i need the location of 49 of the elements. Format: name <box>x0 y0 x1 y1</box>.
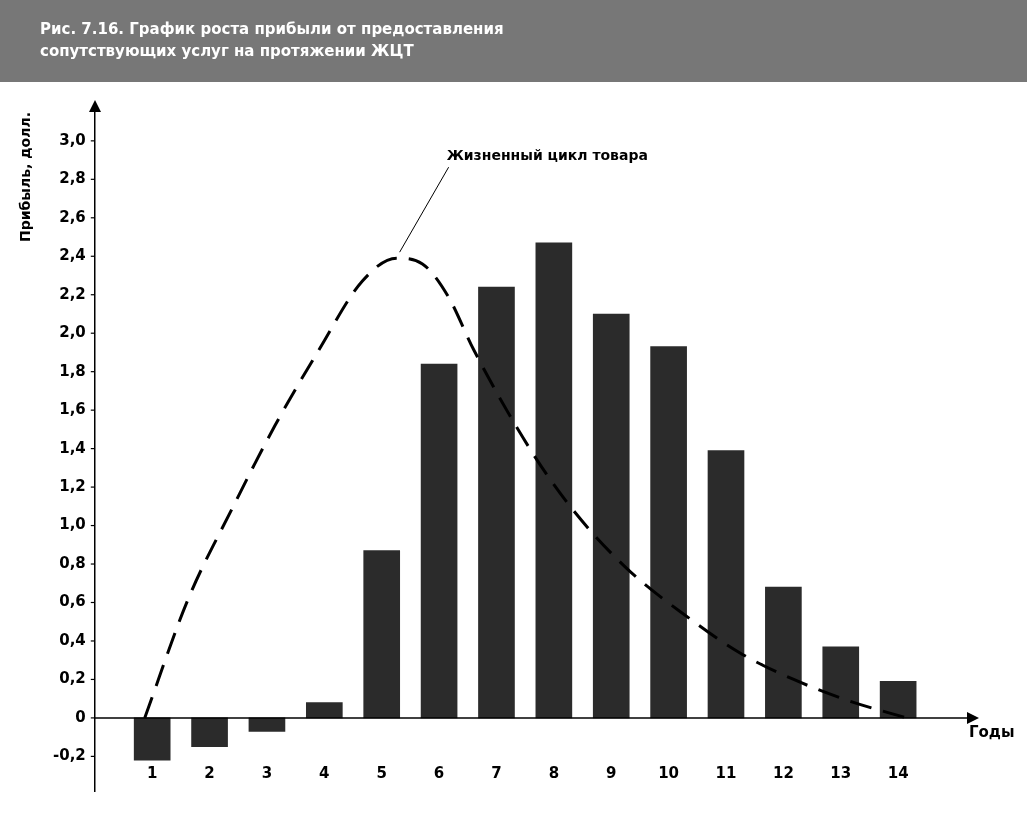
chart-title: Рис. 7.16. График роста прибыли от предоставления сопутствующих услуг на протяжении ЖЦТ <box>40 19 505 62</box>
x-tick-label: 8 <box>548 763 560 782</box>
y-tick-label: 1,6 <box>59 400 86 419</box>
bar <box>765 586 802 719</box>
x-tick-label: 12 <box>772 763 794 782</box>
bar <box>306 702 343 719</box>
x-tick-label: 10 <box>658 763 680 782</box>
bar <box>592 313 630 719</box>
x-axis-title: Годы <box>969 723 1015 742</box>
y-tick-label: 2,8 <box>59 169 86 188</box>
bar <box>191 717 228 748</box>
y-tick-label: 1,8 <box>59 361 86 380</box>
y-axis-title: Прибыль, долл. <box>17 112 34 243</box>
x-tick-label: 9 <box>606 763 617 782</box>
y-tick-label: 2,4 <box>59 246 86 265</box>
x-tick-label: 5 <box>376 763 387 782</box>
bar <box>650 346 687 719</box>
x-tick-label: 6 <box>433 763 445 782</box>
bar <box>478 286 515 719</box>
annotation: Жизненный цикл товара <box>446 146 648 163</box>
x-tick-label: 2 <box>204 763 215 782</box>
x-tick-label: 4 <box>319 763 330 782</box>
bar <box>133 717 171 761</box>
bar <box>707 450 745 719</box>
y-tick-label: 2,6 <box>59 207 86 226</box>
x-tick-label: 11 <box>715 763 737 782</box>
y-tick-label: 0,6 <box>59 592 86 611</box>
y-tick-label: 1,0 <box>59 515 86 534</box>
y-tick-label: 1,2 <box>59 476 86 495</box>
y-tick-label: 0 <box>75 707 86 726</box>
y-tick-label: 2,0 <box>59 323 86 342</box>
bar <box>420 363 458 719</box>
bar <box>535 242 573 719</box>
x-tick-label: 1 <box>146 763 158 782</box>
y-tick-label: 1,4 <box>59 438 86 457</box>
y-tick-label: 3,0 <box>59 130 86 149</box>
y-tick-label: 2,2 <box>59 284 86 303</box>
bar <box>248 717 286 732</box>
bar <box>363 550 401 719</box>
bar <box>822 646 860 719</box>
y-tick-label: 0,4 <box>59 630 86 649</box>
x-tick-label: 7 <box>491 763 502 782</box>
x-tick-label: 14 <box>887 763 909 782</box>
y-tick-label: 0,8 <box>59 553 86 572</box>
x-tick-label: 13 <box>830 763 852 782</box>
y-tick-label: -0,2 <box>52 746 86 765</box>
x-tick-label: 3 <box>261 763 273 782</box>
bar <box>879 681 917 719</box>
y-tick-label: 0,2 <box>59 669 86 688</box>
